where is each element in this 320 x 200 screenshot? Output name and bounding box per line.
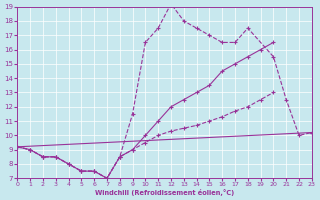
X-axis label: Windchill (Refroidissement éolien,°C): Windchill (Refroidissement éolien,°C)	[95, 189, 234, 196]
